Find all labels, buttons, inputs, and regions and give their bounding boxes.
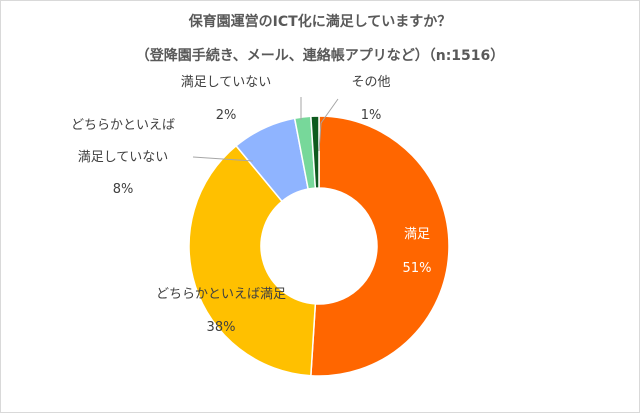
chart-title: 保育園運営のICT化に満足していますか？ — [188, 14, 452, 30]
value-somewhat-satisfied: 38% — [207, 320, 236, 335]
label-somewhat-unsatisfied-line1: どちらかといえば — [71, 118, 175, 133]
label-satisfied: 満足 — [404, 227, 430, 242]
label-somewhat-unsatisfied-line2: 満足していない — [78, 150, 169, 165]
slice-other — [310, 115, 320, 189]
slice-somewhat-satisfied — [188, 144, 317, 377]
value-somewhat-unsatisfied: 8% — [113, 182, 134, 197]
value-unsatisfied: 2% — [216, 108, 237, 123]
label-other: その他 — [351, 75, 390, 90]
chart-subtitle: （登降園手続き、メール、連絡帳アプリなど）（n:1516） — [135, 48, 505, 64]
donut-slices — [188, 115, 450, 377]
label-unsatisfied: 満足していない — [181, 75, 272, 90]
slice-satisfied — [310, 115, 450, 377]
leader-line-other — [318, 98, 339, 152]
value-other: 1% — [361, 108, 382, 123]
value-satisfied: 51% — [403, 261, 432, 276]
label-somewhat-satisfied: どちらかといえば満足 — [156, 287, 286, 302]
leader-line-somewhat-unsatisfied — [192, 156, 254, 162]
